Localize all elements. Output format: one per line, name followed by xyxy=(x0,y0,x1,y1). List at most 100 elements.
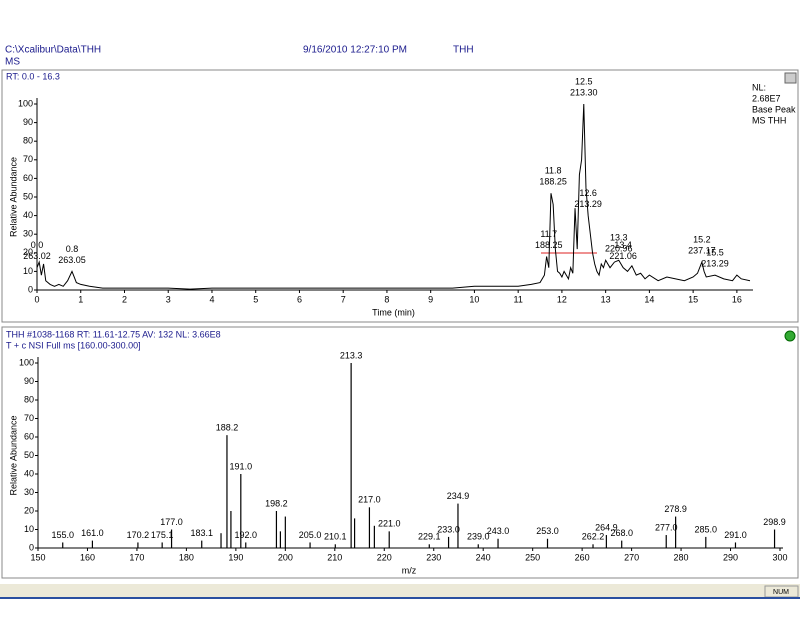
mode: MS xyxy=(5,57,20,68)
peak-rt: 15.2 xyxy=(693,234,711,244)
x-tick-label: 200 xyxy=(278,552,293,562)
x-tick-label: 270 xyxy=(624,552,639,562)
x-tick-label: 8 xyxy=(384,294,389,304)
peak-mz: 237.17 xyxy=(688,245,716,255)
peak-rt: 13.3 xyxy=(610,233,628,243)
x-tick-label: 0 xyxy=(34,294,39,304)
peak-label: 285.0 xyxy=(695,524,718,534)
y-tick-label: 80 xyxy=(24,394,34,404)
peak-mz: 188.25 xyxy=(535,240,563,250)
x-tick-label: 12 xyxy=(557,294,567,304)
panel-button[interactable] xyxy=(784,330,796,342)
file-path: C:\Xcalibur\Data\THH xyxy=(5,45,101,56)
y-axis-label: Relative Abundance xyxy=(8,157,18,237)
x-tick-label: 10 xyxy=(469,294,479,304)
y-tick-label: 100 xyxy=(18,98,33,108)
peak-label: 210.1 xyxy=(324,532,347,542)
peak-label: 177.0 xyxy=(160,517,183,527)
x-axis-label: m/z xyxy=(402,565,417,575)
y-tick-label: 40 xyxy=(23,210,33,220)
x-tick-label: 1 xyxy=(78,294,83,304)
info-text: 2.68E7 xyxy=(752,93,781,103)
peak-rt: 15.5 xyxy=(706,247,724,257)
peak-label: 264.9 xyxy=(595,522,618,532)
y-tick-label: 80 xyxy=(23,136,33,146)
peak-label: 155.0 xyxy=(51,530,74,540)
peak-label: 192.0 xyxy=(234,530,257,540)
x-axis-label: Time (min) xyxy=(372,307,415,317)
peak-label: 268.0 xyxy=(610,528,633,538)
trace xyxy=(36,103,751,290)
scan-filter: T + c NSI Full ms [160.00-300.00] xyxy=(6,340,141,350)
peak-mz: 221.06 xyxy=(609,251,637,261)
info-text: NL: xyxy=(752,82,766,92)
x-tick-label: 150 xyxy=(30,552,45,562)
peak-label: 183.1 xyxy=(190,528,213,538)
x-tick-label: 6 xyxy=(297,294,302,304)
status-bar xyxy=(0,584,800,598)
peak-rt: 0.8 xyxy=(66,244,79,254)
peak-label: 221.0 xyxy=(378,519,401,529)
sample-name: THH xyxy=(453,45,474,56)
peak-mz: 263.05 xyxy=(58,255,86,265)
scan-header: THH #1038-1168 RT: 11.61-12.75 AV: 132 N… xyxy=(6,329,221,339)
y-tick-label: 90 xyxy=(23,117,33,127)
y-tick-label: 40 xyxy=(24,468,34,478)
x-tick-label: 5 xyxy=(253,294,258,304)
x-tick-label: 14 xyxy=(644,294,654,304)
x-tick-label: 9 xyxy=(428,294,433,304)
x-tick-label: 190 xyxy=(228,552,243,562)
x-tick-label: 250 xyxy=(525,552,540,562)
x-tick-label: 210 xyxy=(327,552,342,562)
peak-rt: 11.8 xyxy=(545,166,562,176)
peak-label: 262.2 xyxy=(582,532,605,542)
peak-label: 291.0 xyxy=(724,530,747,540)
x-tick-label: 230 xyxy=(426,552,441,562)
peak-rt: 0.0 xyxy=(31,240,44,250)
peak-label: 175.1 xyxy=(151,530,174,540)
peak-rt: 13.4 xyxy=(614,240,632,250)
x-tick-label: 2 xyxy=(122,294,127,304)
peak-label: 191.0 xyxy=(230,461,253,471)
y-tick-label: 30 xyxy=(24,487,34,497)
y-tick-label: 0 xyxy=(28,284,33,294)
info-text: MS THH xyxy=(752,115,786,125)
x-tick-label: 240 xyxy=(476,552,491,562)
status-num: NUM xyxy=(773,589,789,596)
peak-label: 243.0 xyxy=(487,526,510,536)
peak-label: 213.3 xyxy=(340,350,363,360)
y-tick-label: 100 xyxy=(19,357,34,367)
peak-mz: 213.29 xyxy=(574,199,602,209)
x-tick-label: 260 xyxy=(575,552,590,562)
peak-label: 234.9 xyxy=(447,491,470,501)
x-tick-label: 7 xyxy=(341,294,346,304)
peak-mz: 220.96 xyxy=(605,244,633,254)
peak-label: 278.9 xyxy=(664,504,687,514)
peak-label: 188.2 xyxy=(216,423,239,433)
peak-mz: 263.02 xyxy=(23,251,51,261)
x-tick-label: 4 xyxy=(209,294,214,304)
peak-rt: 12.6 xyxy=(579,188,597,198)
peak-rt: 12.5 xyxy=(575,76,593,86)
x-tick-label: 16 xyxy=(732,294,742,304)
peak-mz: 213.30 xyxy=(570,87,598,97)
panel-button[interactable] xyxy=(784,72,797,84)
peak-label: 205.0 xyxy=(299,530,322,540)
y-tick-label: 30 xyxy=(23,229,33,239)
peak-label: 253.0 xyxy=(536,526,559,536)
peak-label: 233.0 xyxy=(437,524,460,534)
y-tick-label: 10 xyxy=(23,266,33,276)
y-tick-label: 90 xyxy=(24,376,34,386)
y-tick-label: 70 xyxy=(24,413,34,423)
peak-label: 229.1 xyxy=(418,532,441,542)
x-tick-label: 280 xyxy=(674,552,689,562)
x-tick-label: 13 xyxy=(601,294,611,304)
y-tick-label: 0 xyxy=(29,542,34,552)
x-tick-label: 180 xyxy=(179,552,194,562)
peak-label: 277.0 xyxy=(655,522,678,532)
y-tick-label: 50 xyxy=(23,191,33,201)
peak-mz: 213.29 xyxy=(701,258,729,268)
y-tick-label: 10 xyxy=(24,524,34,534)
y-axis-label: Relative Abundance xyxy=(8,415,18,495)
